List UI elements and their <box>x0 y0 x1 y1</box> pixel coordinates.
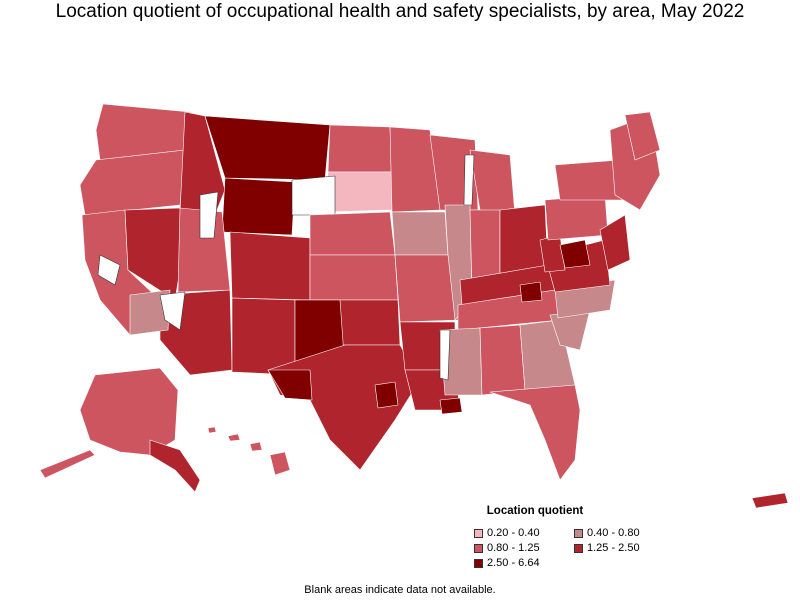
legend-label: 0.80 - 1.25 <box>487 542 540 554</box>
alaska <box>39 367 201 493</box>
area-highlight-1 <box>559 239 591 269</box>
area-west-texas <box>267 369 313 401</box>
legend-label: 2.50 - 6.64 <box>487 557 540 569</box>
legend-swatch <box>474 543 483 553</box>
hawaii <box>207 426 291 476</box>
area-hawaii-oahu <box>227 433 241 442</box>
legend-item-0: 0.20 - 0.40 <box>474 527 574 539</box>
area-blank-utah <box>199 191 219 239</box>
legend-grid: 0.20 - 0.40 0.40 - 0.80 0.80 - 1.25 1.25… <box>474 527 670 569</box>
area-hawaii-maui <box>249 441 263 452</box>
area-florida <box>489 384 581 481</box>
area-blank-lake-mi <box>463 154 475 206</box>
area-oregon <box>79 149 186 216</box>
area-hawaii-big <box>269 451 291 476</box>
puerto-rico <box>751 492 789 509</box>
legend-item-1: 0.40 - 0.80 <box>574 527 674 539</box>
area-highlight-3 <box>374 381 399 409</box>
footnote: Blank areas indicate data not available. <box>304 584 496 596</box>
contiguous-us <box>79 103 661 481</box>
legend-swatch <box>574 528 583 538</box>
legend-swatch <box>474 558 483 568</box>
area-blank-ms-river <box>439 329 451 381</box>
area-blank-ca-east <box>97 254 121 286</box>
area-texas <box>267 344 421 471</box>
area-colorado <box>229 231 311 301</box>
area-maine <box>624 111 661 161</box>
area-alaska-chain <box>39 449 96 479</box>
legend-item-3: 1.25 - 2.50 <box>574 542 674 554</box>
legend-item-4: 2.50 - 6.64 <box>474 557 574 569</box>
area-highlight-2 <box>519 281 543 303</box>
area-idaho <box>179 111 226 216</box>
area-blank-sd-west <box>291 175 336 216</box>
legend-swatch <box>474 528 483 538</box>
area-highlight-4 <box>439 397 463 415</box>
legend-label: 0.40 - 0.80 <box>587 527 640 539</box>
area-north-dakota <box>327 124 393 173</box>
legend-title: Location quotient <box>486 505 584 517</box>
legend-swatch <box>574 543 583 553</box>
area-montana <box>204 115 331 181</box>
area-puerto-rico <box>751 492 789 509</box>
legend-item-2: 0.80 - 1.25 <box>474 542 574 554</box>
area-atlantic-coast <box>599 214 631 271</box>
area-alabama <box>479 324 526 396</box>
area-alaska <box>79 367 179 456</box>
legend-label: 0.20 - 0.40 <box>487 527 540 539</box>
area-hawaii-kauai <box>207 426 217 434</box>
area-new-mexico <box>231 297 296 376</box>
area-nebraska <box>309 211 396 256</box>
area-alaska-south <box>149 439 201 493</box>
legend: Location quotient 0.20 - 0.40 0.40 - 0.8… <box>470 505 670 569</box>
area-pennsylvania <box>544 194 609 241</box>
legend-label: 1.25 - 2.50 <box>587 542 640 554</box>
area-arizona-central <box>129 289 171 336</box>
area-kansas <box>309 254 399 301</box>
map-title: Location quotient of occupational health… <box>55 1 745 22</box>
area-iowa <box>391 211 449 256</box>
area-blank-nv-south <box>159 291 186 331</box>
area-wyoming <box>221 177 296 236</box>
